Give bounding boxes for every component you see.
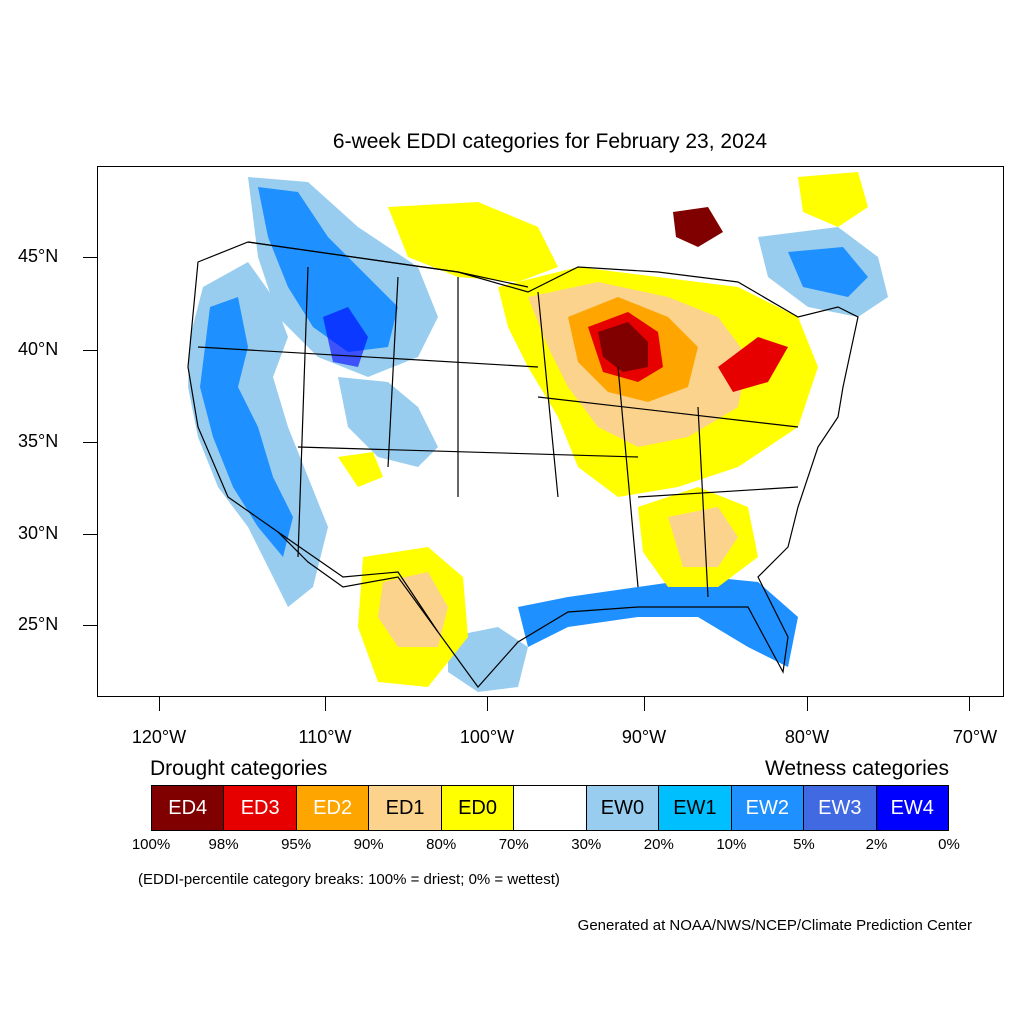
- lat-tick-mark: [83, 625, 97, 626]
- percentile-label: 80%: [426, 836, 457, 853]
- percentile-label: 2%: [865, 836, 888, 853]
- legend-box-ew4: EW4: [876, 786, 948, 830]
- west-coast-wet-core: [200, 297, 293, 557]
- arizona-drought-spot: [338, 452, 383, 487]
- lat-tick-35: 35°N: [18, 431, 59, 451]
- percentile-label: 20%: [643, 836, 674, 853]
- state-line: [537, 291, 559, 498]
- legend-box-ed2: ED2: [296, 786, 370, 830]
- us-outline: [187, 241, 859, 688]
- percentile-label: 70%: [498, 836, 529, 853]
- colorado-wet-region: [338, 377, 438, 467]
- lat-tick-25: 25°N: [18, 614, 59, 634]
- lon-tick-100: 100°W: [459, 727, 515, 747]
- legend-box-ew3: EW3: [804, 786, 877, 830]
- percentile-label: 10%: [716, 836, 747, 853]
- percentile-label: 30%: [571, 836, 602, 853]
- canada-border: [247, 241, 529, 288]
- lat-tick-mark: [83, 442, 97, 443]
- percentile-label: 0%: [938, 836, 960, 853]
- northeast-wet-core: [788, 247, 868, 297]
- wetness-categories-heading: Wetness categories: [764, 757, 949, 780]
- percentile-label: 100%: [131, 836, 171, 853]
- lon-tick-mark: [159, 697, 160, 711]
- lat-tick-45: 45°N: [18, 246, 59, 266]
- percentile-label: 98%: [208, 836, 239, 853]
- idaho-wet-core: [323, 307, 368, 367]
- state-line: [637, 486, 799, 498]
- state-line: [297, 266, 309, 558]
- lon-tick-mark: [487, 697, 488, 711]
- lon-tick-110: 110°W: [298, 727, 352, 747]
- credit-line: Generated at NOAA/NWS/NCEP/Climate Predi…: [577, 917, 972, 934]
- lat-tick-30: 30°N: [18, 523, 59, 543]
- legend-box-ew1: EW1: [659, 786, 732, 830]
- state-line: [297, 446, 639, 458]
- lat-tick-40: 40°N: [18, 339, 59, 359]
- state-line: [537, 396, 799, 428]
- southeast-drought-moderate: [668, 507, 738, 567]
- upper-peninsula-drought-exceptional: [673, 207, 723, 247]
- northwest-wet-core: [258, 187, 398, 352]
- state-line: [387, 276, 399, 468]
- legend-box-ed4: ED4: [152, 786, 225, 830]
- category-break-note: (EDDI-percentile category breaks: 100% =…: [138, 871, 560, 888]
- lon-tick-70: 70°W: [952, 727, 998, 747]
- percentile-label: 5%: [793, 836, 815, 853]
- south-texas-wet-region: [448, 627, 528, 692]
- lon-tick-mark: [969, 697, 970, 711]
- eddi-map: [97, 166, 1004, 697]
- drought-regions: [338, 172, 868, 687]
- lon-tick-mark: [644, 697, 645, 711]
- lat-tick-mark: [83, 534, 97, 535]
- lat-tick-mark: [83, 350, 97, 351]
- lon-tick-120: 120°W: [131, 727, 187, 747]
- lon-tick-90: 90°W: [621, 727, 667, 747]
- new-mexico-drought-moderate: [378, 572, 448, 647]
- northeast-drought-strip: [798, 172, 868, 227]
- michigan-drought-extreme: [718, 337, 788, 392]
- legend-box-ed3: ED3: [224, 786, 297, 830]
- map-canvas: [187, 172, 888, 692]
- boundary-lines: [187, 241, 859, 688]
- category-legend: ED4 ED3 ED2 ED1 ED0 EW0 EW1 EW2 EW3 EW4: [151, 785, 949, 831]
- legend-box-ew2: EW2: [731, 786, 805, 830]
- map-title: 6-week EDDI categories for February 23, …: [332, 130, 768, 153]
- lon-tick-mark: [325, 697, 326, 711]
- legend-box-neutral: [514, 786, 587, 830]
- state-line: [197, 346, 539, 368]
- percentile-label: 95%: [281, 836, 312, 853]
- lon-tick-mark: [807, 697, 808, 711]
- wisconsin-drought-exceptional: [598, 322, 648, 372]
- legend-box-ew0: EW0: [586, 786, 660, 830]
- gulf-coast-wet-region: [518, 577, 798, 667]
- state-line: [617, 366, 639, 588]
- lat-tick-mark: [83, 257, 97, 258]
- drought-categories-heading: Drought categories: [150, 757, 328, 780]
- percentile-label: 90%: [353, 836, 384, 853]
- state-line: [697, 406, 709, 598]
- legend-box-ed1: ED1: [369, 786, 442, 830]
- lon-tick-80: 80°W: [784, 727, 830, 747]
- northern-plains-drought: [388, 202, 558, 282]
- mexico-border: [277, 531, 439, 633]
- legend-box-ed0: ED0: [441, 786, 515, 830]
